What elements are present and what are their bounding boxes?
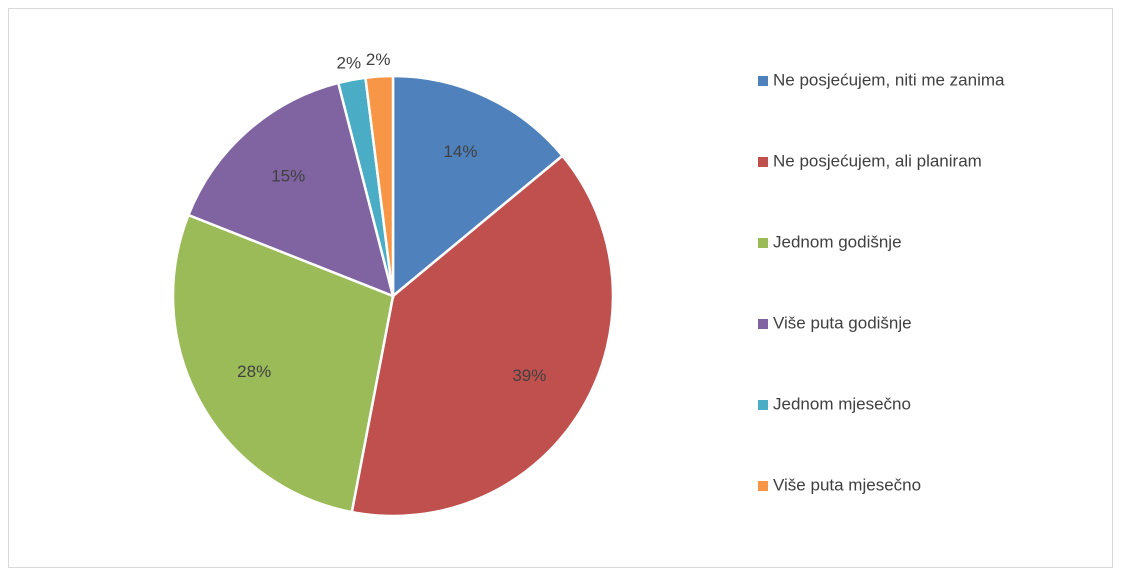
legend-label: Više puta mjesečno <box>773 475 921 494</box>
legend-label: Jednom mjesečno <box>773 394 911 413</box>
legend-label: Jednom godišnje <box>773 232 902 251</box>
legend-label: Ne posjećujem, ali planiram <box>773 151 982 170</box>
legend-label: Više puta godišnje <box>773 313 912 332</box>
legend-swatch <box>758 400 768 410</box>
data-label: 28% <box>237 362 271 381</box>
data-label: 39% <box>512 366 546 385</box>
pie-slice <box>350 154 615 518</box>
legend-swatch <box>758 76 768 86</box>
legend-swatch <box>758 157 768 167</box>
pie-slice <box>186 81 395 299</box>
pie-slice <box>171 213 395 514</box>
legend-swatch <box>758 238 768 248</box>
data-label: 2% <box>336 54 361 73</box>
legend-swatch <box>758 319 768 329</box>
legend-swatch <box>758 481 768 491</box>
legend-label: Ne posjećujem, niti me zanima <box>773 70 1005 89</box>
pie-slice <box>391 74 565 299</box>
data-label: 2% <box>366 50 391 69</box>
pie-slice <box>364 74 395 297</box>
data-label: 14% <box>443 142 477 161</box>
data-label: 15% <box>271 167 305 186</box>
